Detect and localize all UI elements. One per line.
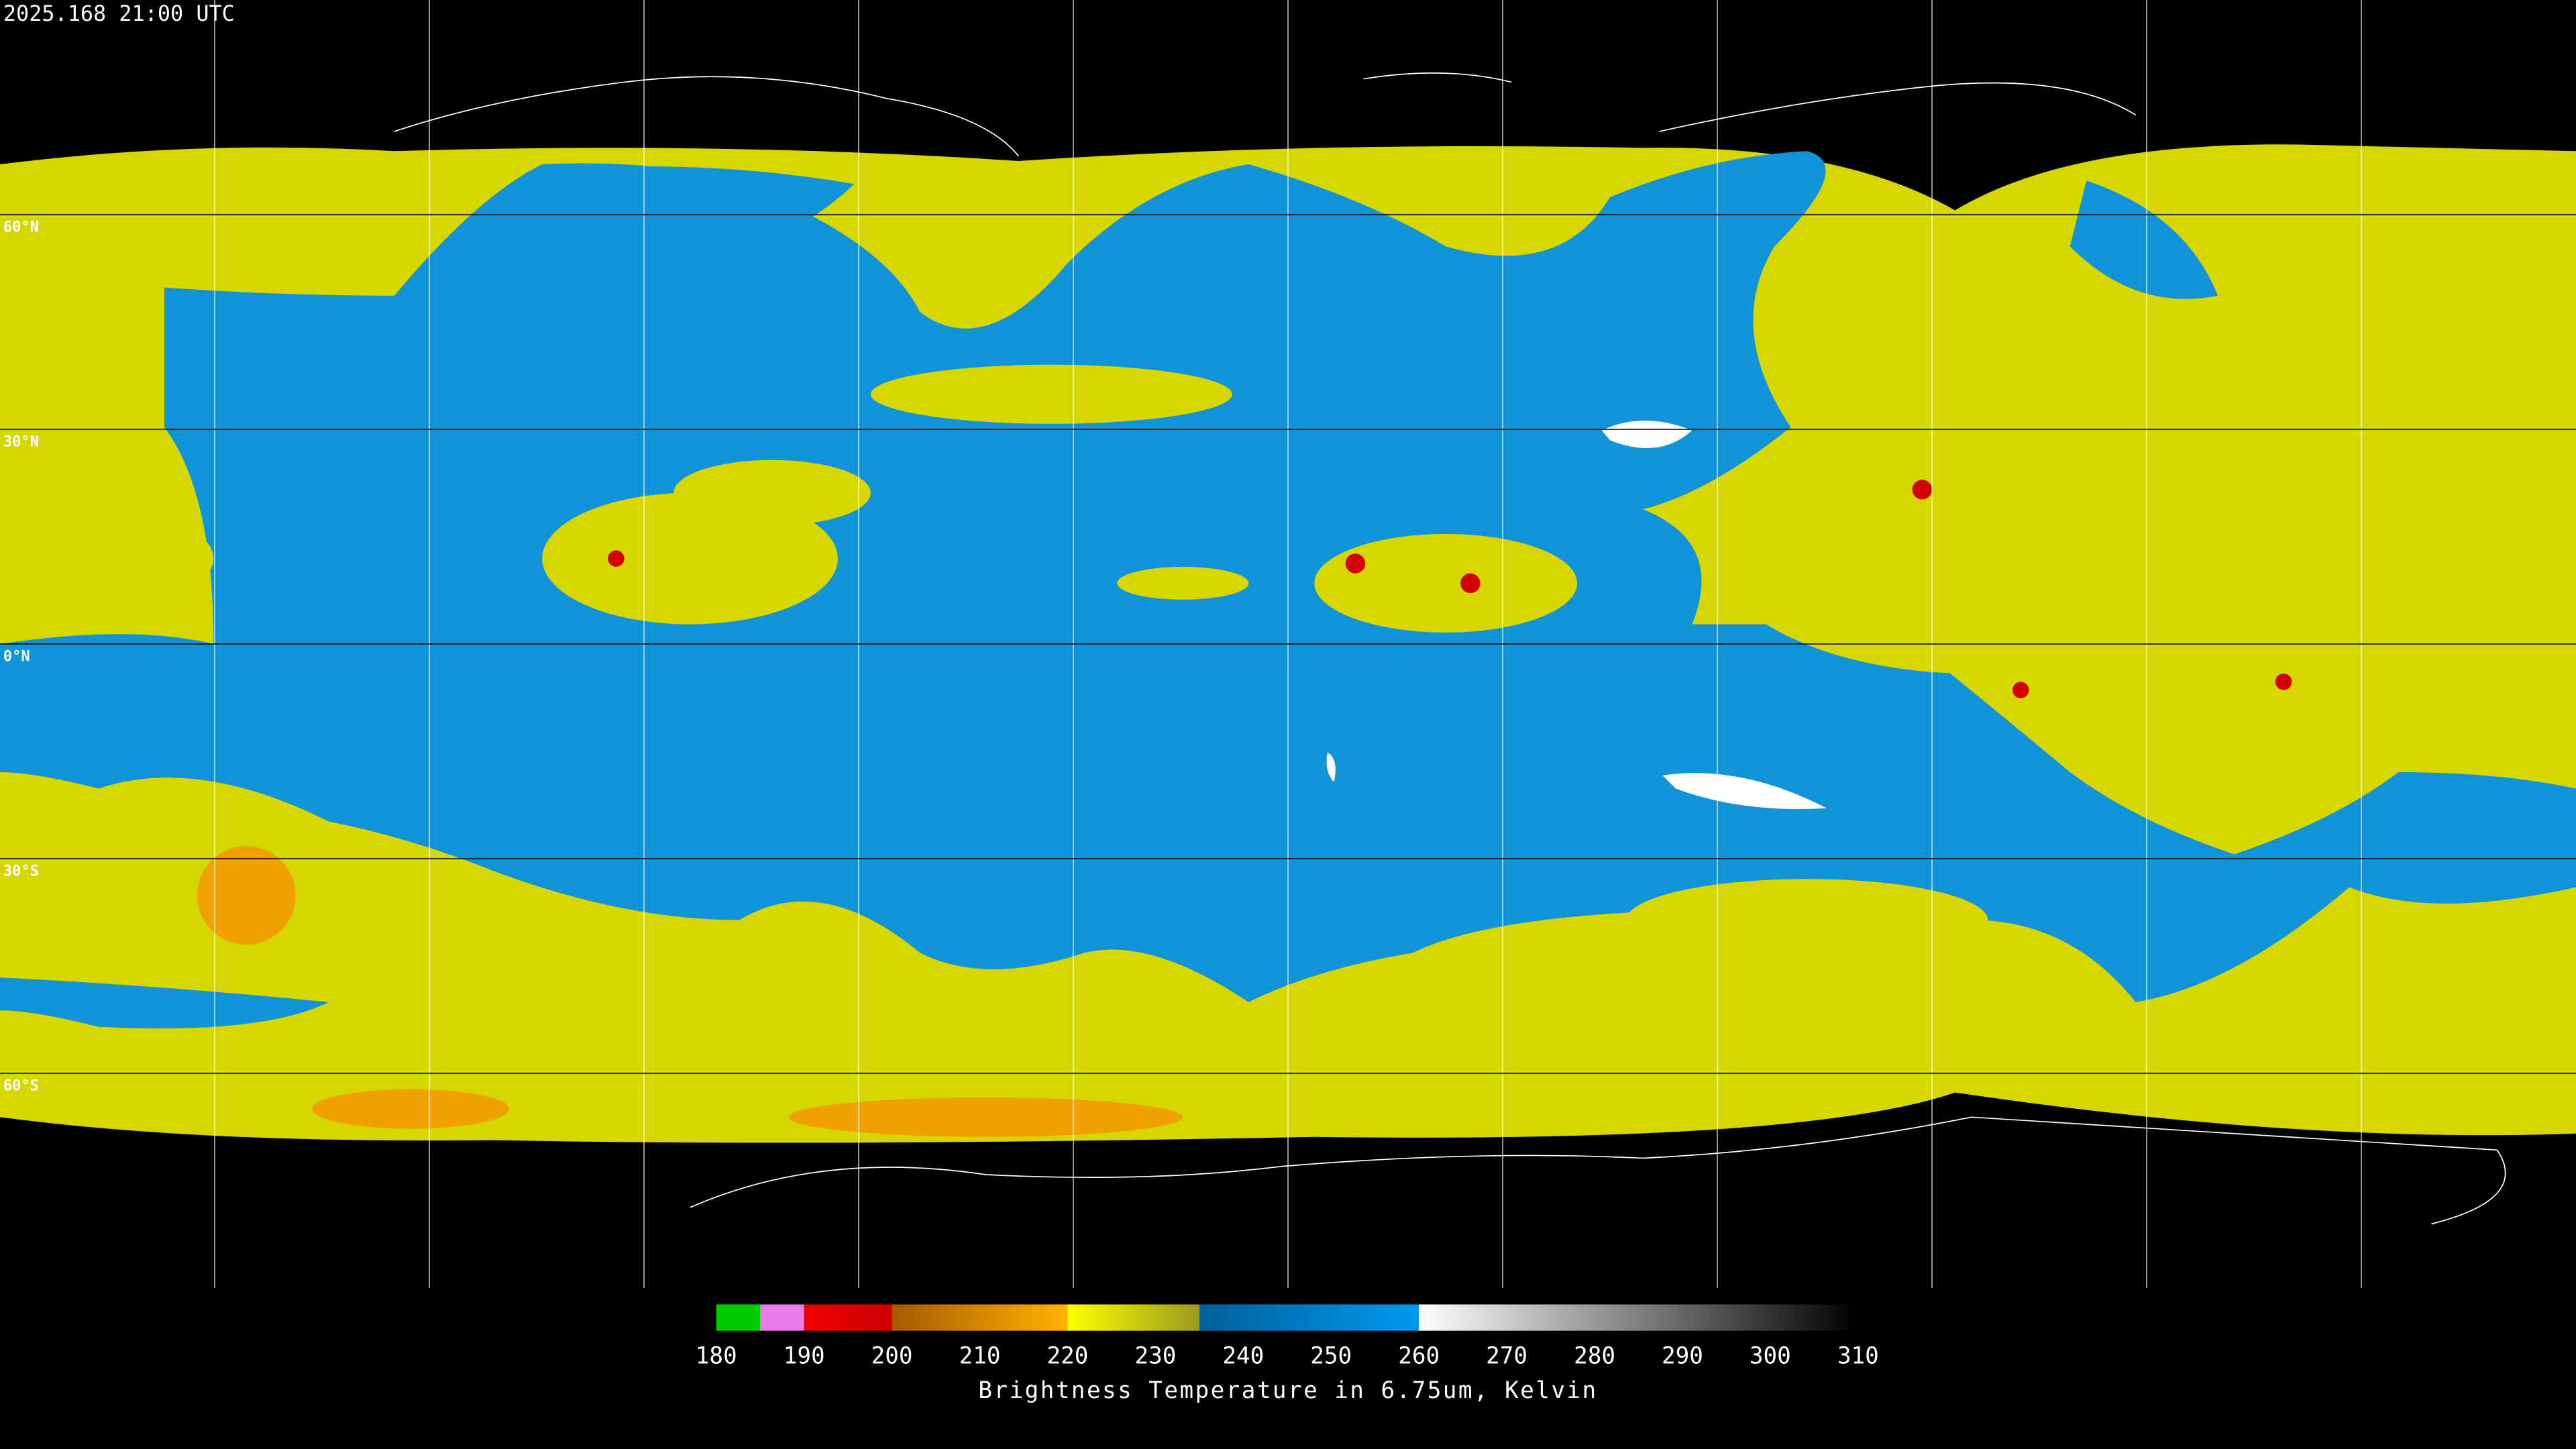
dry-air-area <box>0 977 329 1029</box>
colorbar-tick-label: 270 <box>1486 1342 1527 1369</box>
graticule: 60°N 30°N 0°N 30°S 60°S <box>3 0 2362 1288</box>
convection <box>0 312 2576 961</box>
colorbar <box>716 1304 1858 1331</box>
colorbar-tick-label: 200 <box>871 1342 913 1369</box>
latitude-label: 60°S <box>3 1078 39 1095</box>
colorbar-tick-label: 310 <box>1837 1342 1879 1369</box>
colorbar-tick-label: 290 <box>1662 1342 1703 1369</box>
colorbar-tick-label: 250 <box>1310 1342 1352 1369</box>
colorbar-tick-label: 260 <box>1398 1342 1440 1369</box>
colorbar-tick-label: 180 <box>696 1342 737 1369</box>
colorbar-title: Brightness Temperature in 6.75um, Kelvin <box>978 1377 1597 1404</box>
timestamp: 2025.168 21:00 UTC <box>3 1 235 26</box>
latitude-label: 60°N <box>3 219 39 236</box>
colorbar-tick-label: 190 <box>784 1342 825 1369</box>
colorbar-tick-label: 300 <box>1750 1342 1791 1369</box>
latitude-label: 0°N <box>3 649 30 665</box>
colorbar-tick-label: 240 <box>1222 1342 1264 1369</box>
latitude-label: 30°N <box>3 434 39 451</box>
colorbar-ticks: 180 190 200 210 220 230 240 250 260 270 280 290 300 3… <box>696 1342 1879 1369</box>
colorbar-tick-label: 280 <box>1574 1342 1615 1369</box>
coastlines <box>394 72 2506 1225</box>
deep-convection <box>197 480 2292 1137</box>
dry-air-area <box>2070 180 2218 299</box>
latitude-label: 30°S <box>3 863 39 880</box>
colorbar-tick-label: 220 <box>1047 1342 1089 1369</box>
colorbar-tick-label: 230 <box>1134 1342 1176 1369</box>
colorbar-tick-label: 210 <box>959 1342 1001 1369</box>
